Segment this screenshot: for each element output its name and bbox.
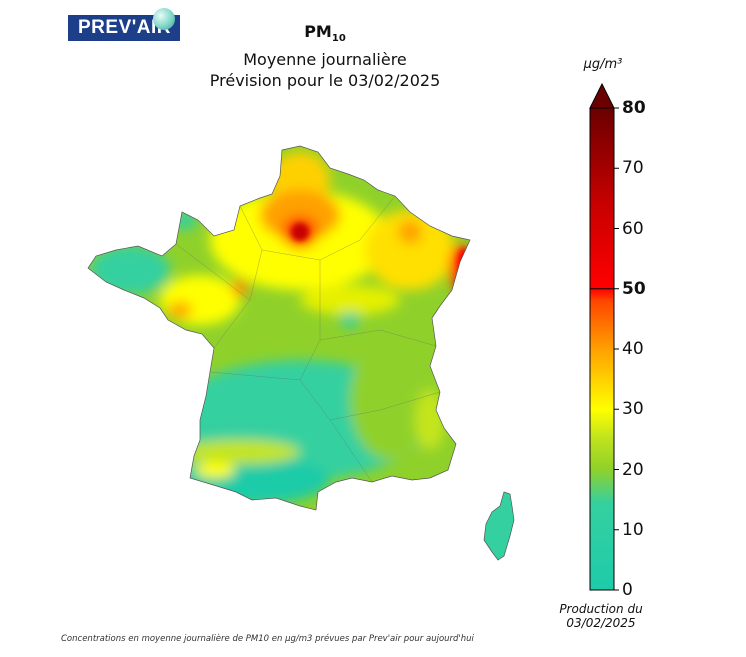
title-forecast-line: Prévision pour le 03/02/2025 <box>209 71 441 91</box>
colorbar-tick-label: 80 <box>622 98 646 118</box>
colorbar-tick-label: 0 <box>622 580 633 600</box>
colorbar-tick-label: 30 <box>622 399 644 420</box>
region-borders <box>175 195 441 483</box>
colorbar-tick-label: 20 <box>622 459 644 480</box>
colorbar-tick-label: 40 <box>622 339 644 359</box>
footer-caption: Concentrations en moyenne journalière de… <box>61 634 474 644</box>
france-outline <box>87 145 471 511</box>
colorbar-tick-label: 50 <box>622 278 646 299</box>
map-title: PM10 Moyenne journalière Prévision pour … <box>175 22 475 91</box>
colorbar-ticks <box>590 107 619 591</box>
prevair-logo-globe-icon <box>153 8 175 30</box>
production-date-value: 03/02/2025 <box>566 616 636 630</box>
colorbar-gradient <box>589 107 615 591</box>
pollutant-title: PM10 <box>304 22 346 45</box>
title-average-line: Moyenne journalière <box>243 50 407 70</box>
production-date: Production du 03/02/2025 <box>548 602 654 630</box>
colorbar-tick-label: 70 <box>622 158 644 179</box>
france-mainland-map <box>88 146 470 510</box>
colorbar <box>589 82 619 591</box>
production-label: Production du <box>559 602 643 616</box>
colorbar-unit: µg/m³ <box>583 57 623 72</box>
colorbar-tick-label: 60 <box>622 218 644 239</box>
corsica-map <box>483 491 515 561</box>
colorbar-extend-arrow <box>589 82 615 109</box>
colorbar-tick-label: 10 <box>622 519 644 540</box>
